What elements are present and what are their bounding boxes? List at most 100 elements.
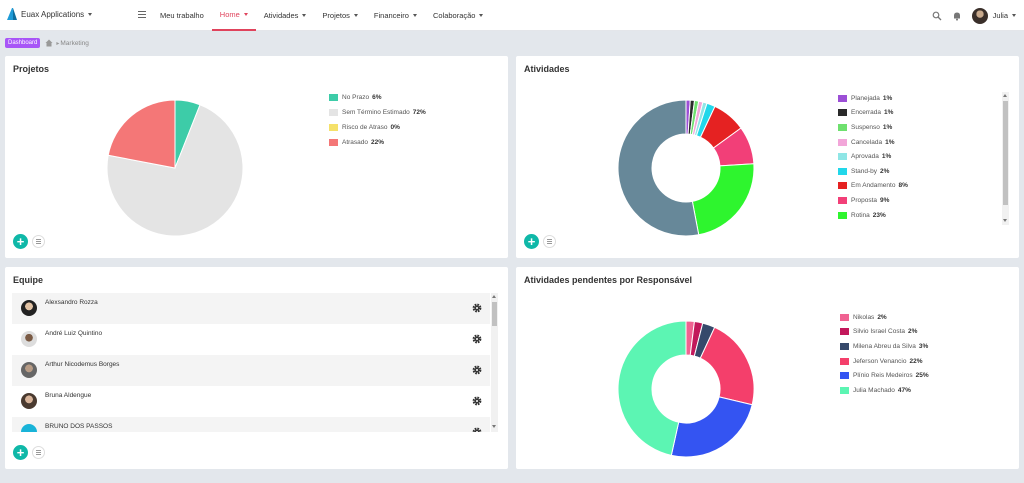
scroll-down-icon[interactable] bbox=[492, 425, 496, 428]
legend-item[interactable]: Risco de Atraso 0% bbox=[329, 120, 426, 135]
legend-item[interactable] bbox=[838, 222, 908, 225]
nav-atividades[interactable]: Atividades bbox=[256, 0, 315, 31]
search-icon[interactable] bbox=[932, 11, 942, 21]
pie-slice-atrasado[interactable] bbox=[107, 99, 176, 169]
legend-label: Silvio Israel Costa bbox=[853, 328, 906, 336]
legend-swatch bbox=[329, 94, 338, 101]
legend-item[interactable]: Atrasado 22% bbox=[329, 135, 426, 150]
team-member-row[interactable]: André Luiz Quintino bbox=[12, 324, 490, 355]
legend-label: Plínio Reis Medeiros bbox=[853, 372, 913, 380]
legend-item[interactable]: Suspenso 1% bbox=[838, 120, 908, 135]
pie-slice-sem-t-rmino-estimado[interactable] bbox=[106, 104, 244, 237]
legend-item[interactable]: Silvio Israel Costa 2% bbox=[840, 325, 929, 340]
legend-item[interactable]: Stand-by 2% bbox=[838, 164, 908, 179]
legend-item[interactable]: Cancelada 1% bbox=[838, 135, 908, 150]
legend-label: Suspenso bbox=[851, 123, 880, 131]
member-avatar bbox=[21, 300, 37, 316]
nav-home[interactable]: Home bbox=[211, 0, 256, 31]
team-member-row[interactable]: BRUNO DOS PASSOS bbox=[12, 417, 490, 432]
team-member-row[interactable]: Bruna Aldengue bbox=[12, 386, 490, 417]
top-navbar: Euax Applications Meu trabalho Home Ativ… bbox=[0, 0, 1024, 31]
legend-item[interactable]: Jeferson Venancio 22% bbox=[840, 354, 929, 369]
card-actions: + bbox=[13, 445, 45, 460]
list-view-button[interactable] bbox=[543, 235, 556, 248]
legend-item[interactable]: Sem Término Estimado 72% bbox=[329, 105, 426, 120]
member-name: Bruna Aldengue bbox=[45, 392, 92, 399]
add-member-button[interactable]: + bbox=[13, 445, 28, 460]
main-menu: Meu trabalho Home Atividades Projetos Fi… bbox=[152, 0, 491, 31]
legend-label: Encerrada bbox=[851, 109, 881, 117]
pie-slice-julia-machado[interactable] bbox=[617, 320, 687, 456]
list-view-button[interactable] bbox=[32, 235, 45, 248]
legend-label: Em Andamento bbox=[851, 182, 896, 190]
dashboard-badge[interactable]: Dashboard bbox=[5, 38, 41, 48]
user-avatar[interactable] bbox=[971, 7, 988, 24]
card-title: Atividades pendentes por Responsável bbox=[524, 275, 693, 285]
legend-swatch bbox=[838, 167, 847, 175]
add-project-button[interactable]: + bbox=[13, 234, 28, 249]
card-title: Equipe bbox=[13, 275, 44, 285]
scroll-up-icon[interactable] bbox=[492, 295, 496, 298]
breadcrumb-current: Marketing bbox=[60, 39, 89, 47]
legend-item[interactable]: Em Andamento 8% bbox=[838, 179, 908, 194]
legend-scrollbar[interactable] bbox=[1002, 92, 1009, 225]
legend-item[interactable]: Planejada 1% bbox=[838, 91, 908, 106]
scroll-down-icon[interactable] bbox=[1003, 219, 1007, 222]
legend-item[interactable]: Milena Abreu da Silva 3% bbox=[840, 339, 929, 354]
pie-slice-pl-nio-reis-medeiros[interactable] bbox=[670, 396, 753, 458]
legend-value: 72% bbox=[412, 109, 426, 116]
atividades-legend-scroll[interactable]: Planejada 1% Encerrada 1% Suspenso 1% Cance… bbox=[838, 91, 998, 225]
gear-icon[interactable] bbox=[472, 303, 482, 313]
legend-item[interactable]: Plínio Reis Medeiros 25% bbox=[840, 368, 929, 383]
legend-item[interactable]: Proposta 9% bbox=[838, 193, 908, 208]
gear-icon[interactable] bbox=[472, 334, 482, 344]
nav-financeiro[interactable]: Financeiro bbox=[366, 0, 425, 31]
projetos-legend: No Prazo 6% Sem Término Estimado 72% Risco… bbox=[329, 90, 426, 150]
chevron-down-icon bbox=[243, 13, 248, 16]
gear-icon[interactable] bbox=[472, 365, 482, 375]
legend-value: 6% bbox=[372, 94, 382, 101]
team-member-row[interactable]: Arthur Nicodemus Borges bbox=[12, 355, 490, 386]
add-activity-button[interactable]: + bbox=[524, 234, 539, 249]
scroll-thumb[interactable] bbox=[1003, 101, 1008, 205]
team-list[interactable]: Alexsandro Rozza André Luiz Quintino Art… bbox=[12, 293, 490, 432]
nav-projetos[interactable]: Projetos bbox=[314, 0, 366, 31]
scroll-up-icon[interactable] bbox=[1003, 94, 1007, 97]
bell-icon[interactable] bbox=[952, 11, 962, 21]
user-name[interactable]: Julia bbox=[992, 11, 1008, 20]
legend-item[interactable]: Encerrada 1% bbox=[838, 106, 908, 121]
menu-toggle-icon[interactable] bbox=[138, 11, 146, 18]
home-icon[interactable] bbox=[45, 39, 53, 47]
app-switcher[interactable]: Euax Applications bbox=[6, 7, 93, 21]
nav-colaboracao[interactable]: Colaboração bbox=[425, 0, 492, 31]
team-scrollbar[interactable] bbox=[491, 293, 498, 432]
nav-meu-trabalho[interactable]: Meu trabalho bbox=[152, 0, 212, 31]
gear-icon[interactable] bbox=[472, 396, 482, 406]
member-avatar bbox=[21, 331, 37, 347]
legend-label: Sem Término Estimado bbox=[342, 109, 410, 116]
pie-slice-rotina[interactable] bbox=[691, 163, 755, 236]
legend-item[interactable]: Aprovada 1% bbox=[838, 149, 908, 164]
app-name: Euax Applications bbox=[21, 9, 85, 19]
legend-value: 23% bbox=[872, 211, 886, 219]
projetos-card: Projetos No Prazo 6% Sem Término Estimado… bbox=[5, 56, 508, 258]
legend-item[interactable]: Rotina 23% bbox=[838, 208, 908, 223]
legend-value: 0% bbox=[390, 124, 400, 131]
legend-value: 2% bbox=[908, 328, 918, 336]
team-member-row[interactable]: Alexsandro Rozza bbox=[12, 293, 490, 324]
pie-slice-fechada[interactable] bbox=[617, 99, 700, 237]
chevron-down-icon[interactable] bbox=[1012, 14, 1016, 17]
legend-label: Proposta bbox=[851, 196, 878, 204]
legend-label: Planejada bbox=[851, 94, 880, 102]
pendentes-legend: Nikolas 2% Silvio Israel Costa 2% Milena A… bbox=[840, 310, 929, 398]
legend-label: No Prazo bbox=[342, 94, 370, 101]
legend-value: 1% bbox=[882, 123, 893, 131]
legend-item[interactable]: No Prazo 6% bbox=[329, 90, 426, 105]
nav-label: Atividades bbox=[263, 11, 299, 20]
legend-item[interactable]: Julia Machado 47% bbox=[840, 383, 929, 398]
legend-label: Risco de Atraso bbox=[342, 124, 388, 131]
gear-icon[interactable] bbox=[472, 427, 482, 432]
scroll-thumb[interactable] bbox=[492, 302, 497, 326]
legend-item[interactable]: Nikolas 2% bbox=[840, 310, 929, 325]
list-view-button[interactable] bbox=[32, 446, 45, 459]
